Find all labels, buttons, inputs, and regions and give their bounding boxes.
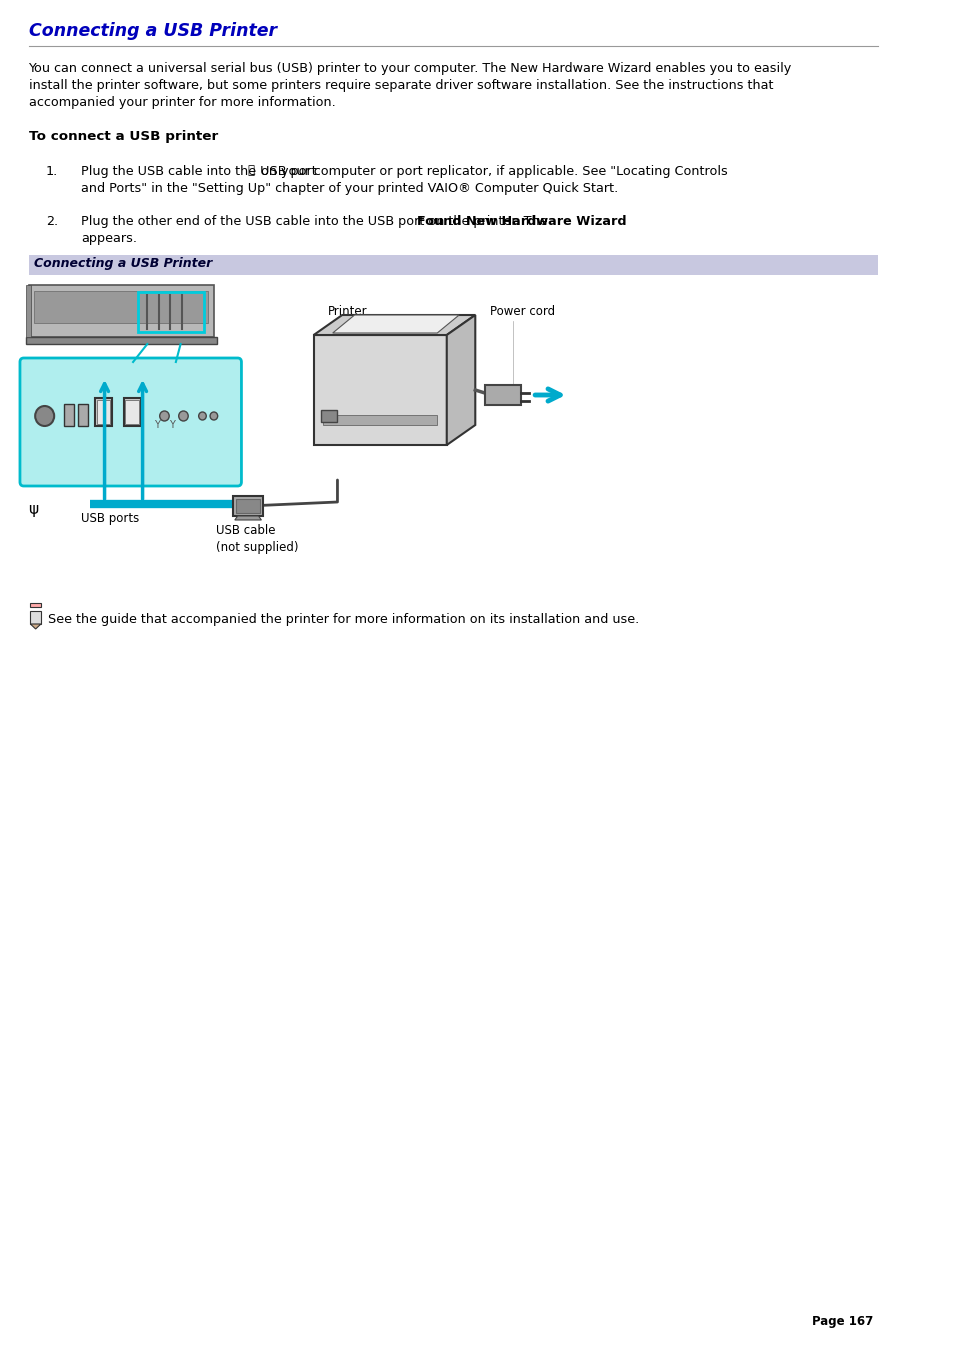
Bar: [484, 385, 520, 405]
Bar: [124, 399, 140, 426]
Text: appears.: appears.: [81, 232, 136, 245]
Bar: [64, 404, 74, 426]
Circle shape: [210, 412, 217, 420]
FancyBboxPatch shape: [29, 285, 213, 336]
Text: accompanied your printer for more information.: accompanied your printer for more inform…: [29, 96, 335, 109]
Text: Y: Y: [153, 420, 159, 430]
Text: Printer
(not supplied): Printer (not supplied): [328, 305, 410, 335]
FancyBboxPatch shape: [20, 358, 241, 486]
Text: 2.: 2.: [46, 215, 58, 228]
Circle shape: [35, 407, 54, 426]
Bar: [95, 399, 112, 426]
Text: Page 167: Page 167: [811, 1315, 873, 1328]
Bar: [34, 290, 208, 323]
Circle shape: [198, 412, 206, 420]
Polygon shape: [314, 315, 475, 335]
Polygon shape: [446, 315, 475, 444]
Bar: [314, 335, 446, 444]
Bar: [29, 255, 878, 276]
Polygon shape: [333, 315, 458, 332]
Text: Connecting a USB Printer: Connecting a USB Printer: [34, 258, 213, 270]
Text: and Ports" in the "Setting Up" chapter of your printed VAIO® Computer Quick Star: and Ports" in the "Setting Up" chapter o…: [81, 182, 618, 195]
Bar: [26, 285, 31, 336]
Text: Plug the USB cable into the USB port: Plug the USB cable into the USB port: [81, 165, 316, 178]
Text: To connect a USB printer: To connect a USB printer: [29, 130, 217, 143]
Circle shape: [159, 411, 169, 422]
Text: You can connect a universal serial bus (USB) printer to your computer. The New H: You can connect a universal serial bus (…: [29, 62, 791, 76]
Bar: [126, 400, 138, 424]
Bar: [321, 409, 336, 422]
Text: Y: Y: [169, 420, 174, 430]
Polygon shape: [234, 516, 261, 520]
Bar: [26, 336, 216, 345]
Text: on your computer or port replicator, if applicable. See "Locating Controls: on your computer or port replicator, if …: [260, 165, 726, 178]
Polygon shape: [30, 611, 41, 624]
Bar: [78, 404, 89, 426]
Circle shape: [178, 411, 188, 422]
Bar: [137, 292, 204, 332]
Text: ψ: ψ: [29, 503, 39, 517]
Bar: [30, 603, 41, 607]
Text: USB cable
(not supplied): USB cable (not supplied): [215, 524, 298, 554]
Bar: [97, 400, 111, 424]
Bar: [233, 496, 263, 516]
Text: Found New Hardware Wizard: Found New Hardware Wizard: [416, 215, 626, 228]
Polygon shape: [30, 624, 41, 630]
Text: ␥: ␥: [247, 163, 254, 177]
Bar: [323, 415, 436, 426]
Text: install the printer software, but some printers require separate driver software: install the printer software, but some p…: [29, 78, 772, 92]
Text: Plug the other end of the USB cable into the USB port on the printer. The: Plug the other end of the USB cable into…: [81, 215, 551, 228]
Text: USB ports: USB ports: [81, 512, 139, 526]
Text: Connecting a USB Printer: Connecting a USB Printer: [29, 22, 276, 41]
Bar: [235, 499, 260, 513]
Text: Power cord: Power cord: [489, 305, 554, 317]
Text: See the guide that accompanied the printer for more information on its installat: See the guide that accompanied the print…: [48, 613, 639, 626]
Text: 1.: 1.: [46, 165, 58, 178]
